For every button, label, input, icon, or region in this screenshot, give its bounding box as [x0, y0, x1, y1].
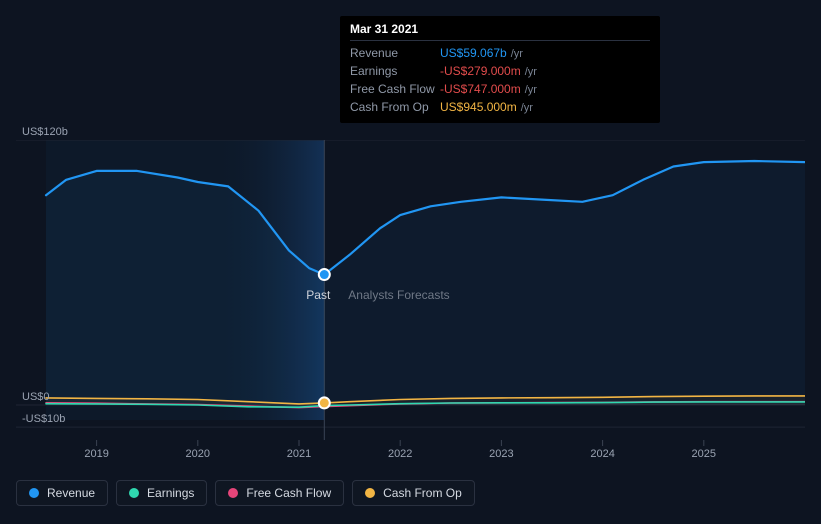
tooltip-date: Mar 31 2021 [350, 22, 650, 36]
x-axis-label: 2024 [590, 448, 614, 460]
tooltip-row-value: US$945.000m [440, 99, 517, 116]
tooltip-row-unit: /yr [511, 46, 523, 63]
tooltip-row: Earnings-US$279.000m/yr [350, 63, 650, 81]
tooltip-row-value: US$59.067b [440, 45, 507, 62]
tooltip-row-label: Revenue [350, 45, 440, 62]
tooltip-row-value: -US$747.000m [440, 81, 521, 98]
y-axis-label: US$0 [22, 391, 50, 403]
earnings-revenue-chart[interactable]: Past Analysts Forecasts [16, 140, 805, 470]
y-axis-label: US$120b [22, 126, 68, 138]
chart-tooltip: Mar 31 2021 RevenueUS$59.067b/yrEarnings… [340, 16, 660, 123]
tooltip-row-value: -US$279.000m [440, 63, 521, 80]
tooltip-row-label: Earnings [350, 63, 440, 80]
legend-swatch [29, 488, 39, 498]
legend-item-earnings[interactable]: Earnings [116, 480, 207, 506]
x-axis-label: 2022 [388, 448, 412, 460]
chart-legend: Revenue Earnings Free Cash Flow Cash From O… [16, 480, 475, 506]
legend-label: Cash From Op [383, 486, 462, 500]
legend-label: Free Cash Flow [246, 486, 331, 500]
tooltip-row-unit: /yr [525, 82, 537, 99]
tooltip-row-label: Free Cash Flow [350, 81, 440, 98]
tooltip-row: RevenueUS$59.067b/yr [350, 45, 650, 63]
x-axis-labels: 2019 2020 2021 2022 2023 2024 2025 [16, 448, 805, 468]
past-label: Past [306, 288, 330, 302]
tooltip-row-label: Cash From Op [350, 99, 440, 116]
legend-swatch [365, 488, 375, 498]
x-axis-label: 2021 [287, 448, 311, 460]
x-axis-label: 2019 [84, 448, 108, 460]
legend-item-free-cash-flow[interactable]: Free Cash Flow [215, 480, 344, 506]
tooltip-row: Free Cash Flow-US$747.000m/yr [350, 81, 650, 99]
x-axis-label: 2025 [692, 448, 716, 460]
x-axis-label: 2023 [489, 448, 513, 460]
legend-label: Earnings [147, 486, 194, 500]
legend-item-cash-from-op[interactable]: Cash From Op [352, 480, 475, 506]
forecast-label: Analysts Forecasts [348, 288, 449, 302]
y-axis-label: -US$10b [22, 413, 65, 425]
tooltip-row: Cash From OpUS$945.000m/yr [350, 99, 650, 117]
legend-swatch [228, 488, 238, 498]
tooltip-divider [350, 40, 650, 41]
tooltip-row-unit: /yr [521, 100, 533, 117]
tooltip-row-unit: /yr [525, 64, 537, 81]
chart-svg [16, 140, 805, 470]
legend-label: Revenue [47, 486, 95, 500]
legend-swatch [129, 488, 139, 498]
x-axis-label: 2020 [186, 448, 210, 460]
legend-item-revenue[interactable]: Revenue [16, 480, 108, 506]
